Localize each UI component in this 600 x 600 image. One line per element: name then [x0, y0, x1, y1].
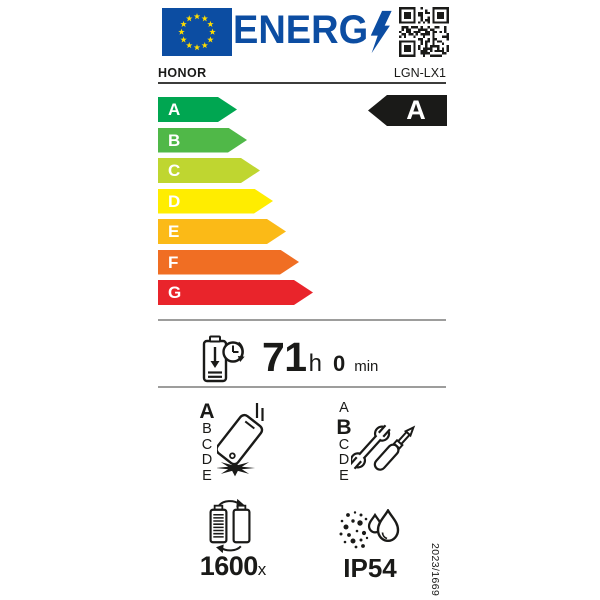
energy-logo: ENERG [233, 8, 392, 54]
repairability-class-D: D [338, 452, 350, 469]
cycle-count: 1600 [199, 551, 259, 581]
energy-class-arrow-F: F [158, 250, 299, 275]
model-identifier: LGN-LX1 [393, 66, 446, 80]
battery-cycles-value: 1600x [178, 551, 288, 582]
energy-class-letter-F: F [168, 252, 179, 272]
energy-class-arrow-E: E [158, 219, 286, 244]
section-divider [158, 319, 446, 321]
energy-class-letter-G: G [168, 283, 182, 302]
energy-class-letter-B: B [168, 130, 181, 150]
dust-water-icon [339, 509, 400, 549]
drop-reliability-class-D: D [201, 452, 213, 469]
drop-reliability-class-A-selected: A [199, 400, 215, 423]
energy-class-arrow-B: B [158, 128, 247, 153]
lightning-bolt-icon [370, 10, 392, 54]
qr-code [399, 7, 449, 57]
drop-reliability-class-B: B [202, 421, 212, 437]
section-divider [158, 386, 446, 388]
header-divider [158, 82, 446, 84]
endurance-minutes: 0 [332, 351, 346, 376]
energy-class-arrow-C: C [158, 158, 260, 183]
energy-class-letter-C: C [168, 161, 181, 180]
energy-rating-letter: A [406, 95, 426, 125]
endurance-hours-unit: h [308, 350, 322, 377]
energy-class-arrow-A: A [158, 97, 237, 122]
energy-class-arrow-G: G [158, 280, 313, 305]
battery-endurance-value: 71 h 0 min [262, 334, 378, 381]
ingress-protection-rating: IP54 [343, 553, 397, 583]
energy-rating-arrow: A [368, 95, 447, 126]
energy-logo-text: ENERG [233, 8, 369, 52]
wrench-screwdriver-icon [351, 424, 416, 471]
endurance-hours: 71 [262, 334, 307, 380]
repairability-class-E: E [339, 467, 349, 484]
drop-reliability-class-C: C [201, 436, 213, 453]
drop-reliability-class-E: E [202, 467, 212, 484]
brand-name: HONOR [158, 66, 207, 80]
repairability-class-C: C [338, 436, 350, 453]
repairability-class-A: A [339, 400, 349, 416]
regulation-number: 2023/1669 [429, 543, 441, 597]
energy-class-letter-A: A [168, 100, 181, 119]
repairability-class-B-selected: B [336, 415, 352, 439]
energy-class-letter-E: E [168, 222, 180, 241]
brand-row: HONOR LGN-LX1 [158, 66, 446, 80]
battery-cycle-icon [209, 498, 251, 554]
battery-endurance-icon [202, 335, 245, 383]
eu-flag-icon [162, 8, 232, 56]
energy-class-letter-D: D [168, 191, 181, 211]
cycle-suffix: x [257, 560, 267, 579]
energy-class-arrow-D: D [158, 189, 273, 214]
endurance-minutes-unit: min [354, 358, 379, 375]
falling-phone-icon [217, 403, 264, 477]
